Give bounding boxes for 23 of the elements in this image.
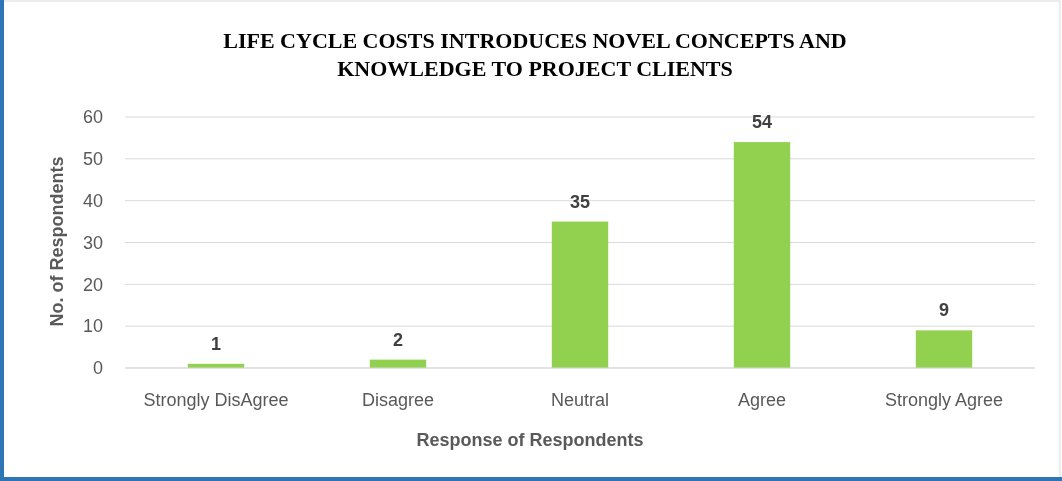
y-tick-label: 50 (82, 149, 103, 170)
y-axis-title: No. of Respondents (47, 156, 67, 327)
data-label: 1 (210, 333, 222, 354)
bar (733, 142, 791, 368)
y-tick-label: 20 (82, 274, 103, 295)
x-tick-label: Agree (737, 390, 787, 410)
y-tick-label: 0 (92, 358, 103, 379)
data-label: 2 (392, 329, 404, 350)
bar (915, 330, 973, 368)
x-tick-label: Neutral (550, 390, 610, 410)
x-tick-label: Strongly DisAgree (143, 390, 289, 410)
x-axis-title: Response of Respondents (416, 430, 644, 450)
data-label: 35 (569, 191, 591, 212)
x-tick-label: Strongly Agree (884, 390, 1004, 410)
data-label: 54 (751, 112, 773, 133)
x-tick-label: Disagree (361, 390, 435, 410)
y-tick-label: 60 (82, 107, 103, 128)
data-label: 9 (938, 300, 950, 321)
y-tick-label: 10 (82, 316, 103, 337)
y-tick-label: 40 (82, 190, 103, 211)
chart-title: LIFE CYCLE COSTS INTRODUCES NOVEL CONCEPTS AND KNOWLEDGE TO PROJECT CLIENTS (223, 28, 847, 81)
bar (551, 221, 609, 368)
y-tick-label: 30 (82, 232, 103, 253)
